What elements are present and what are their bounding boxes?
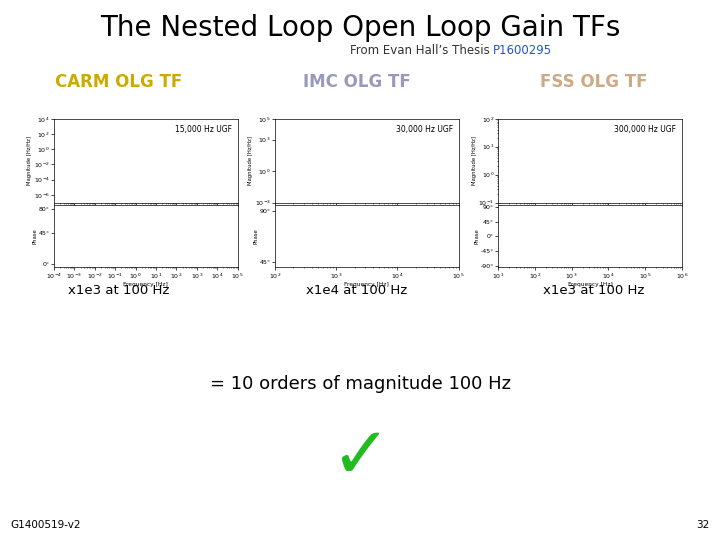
Y-axis label: Magnitude [Hz/Hz]: Magnitude [Hz/Hz] — [248, 136, 253, 185]
Y-axis label: Phase: Phase — [32, 228, 37, 244]
Text: The Nested Loop Open Loop Gain TFs: The Nested Loop Open Loop Gain TFs — [100, 14, 620, 42]
Text: ✓: ✓ — [330, 424, 390, 493]
Text: x1e4 at 100 Hz: x1e4 at 100 Hz — [306, 284, 407, 296]
X-axis label: Frequency [Hz]: Frequency [Hz] — [123, 282, 168, 287]
Text: IMC OLG TF: IMC OLG TF — [302, 73, 410, 91]
Text: 32: 32 — [696, 520, 709, 530]
Text: x1e3 at 100 Hz: x1e3 at 100 Hz — [544, 284, 644, 296]
Text: 30,000 Hz UGF: 30,000 Hz UGF — [396, 125, 453, 134]
Y-axis label: Phase: Phase — [474, 228, 480, 244]
X-axis label: Frequency [Hz]: Frequency [Hz] — [344, 282, 390, 287]
Text: From Evan Hall’s Thesis: From Evan Hall’s Thesis — [350, 44, 493, 57]
Y-axis label: Magnitude [Hz/Hz]: Magnitude [Hz/Hz] — [27, 136, 32, 185]
Text: = 10 orders of magnitude 100 Hz: = 10 orders of magnitude 100 Hz — [210, 375, 510, 393]
Y-axis label: Magnitude [Hz/Hz]: Magnitude [Hz/Hz] — [472, 136, 477, 185]
Text: x1e3 at 100 Hz: x1e3 at 100 Hz — [68, 284, 169, 296]
Text: CARM OLG TF: CARM OLG TF — [55, 73, 182, 91]
Text: 15,000 Hz UGF: 15,000 Hz UGF — [175, 125, 232, 134]
X-axis label: Frequency [Hz]: Frequency [Hz] — [567, 282, 613, 287]
Text: P1600295: P1600295 — [493, 44, 552, 57]
Y-axis label: Phase: Phase — [253, 228, 258, 244]
Text: 300,000 Hz UGF: 300,000 Hz UGF — [614, 125, 676, 134]
Text: G1400519-v2: G1400519-v2 — [11, 520, 81, 530]
Text: FSS OLG TF: FSS OLG TF — [540, 73, 648, 91]
